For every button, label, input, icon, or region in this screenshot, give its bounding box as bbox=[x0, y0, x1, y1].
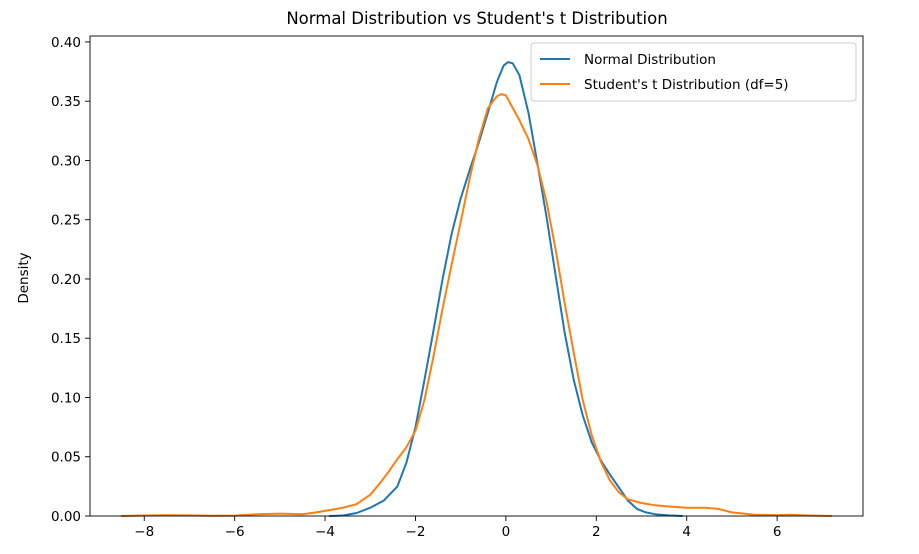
series-line-1 bbox=[120, 93, 833, 517]
legend-entry-label: Normal Distribution bbox=[584, 52, 716, 68]
x-tick-label: −6 bbox=[225, 524, 245, 540]
y-tick-label: 0.15 bbox=[51, 331, 81, 347]
x-tick-label: −8 bbox=[134, 524, 154, 540]
x-tick-label: 6 bbox=[773, 524, 782, 540]
chart-title: Normal Distribution vs Student's t Distr… bbox=[286, 9, 667, 28]
legend-entry-label: Student's t Distribution (df=5) bbox=[584, 77, 789, 93]
y-tick-label: 0.30 bbox=[51, 153, 81, 169]
y-tick-label: 0.05 bbox=[51, 450, 81, 466]
y-tick-label: 0.40 bbox=[51, 35, 81, 51]
x-axis-ticks: −8 −6 −4 −2 0 2 4 6 bbox=[134, 516, 781, 540]
y-tick-label: 0.10 bbox=[51, 390, 81, 406]
x-tick-label: 4 bbox=[682, 524, 691, 540]
y-tick-label: 0.25 bbox=[51, 213, 81, 229]
legend: Normal Distribution Student's t Distribut… bbox=[530, 42, 857, 102]
x-tick-label: 0 bbox=[502, 524, 511, 540]
y-tick-label: 0.20 bbox=[51, 272, 81, 288]
y-tick-label: 0.35 bbox=[51, 94, 81, 110]
x-tick-label: 2 bbox=[592, 524, 601, 540]
y-tick-label: 0.00 bbox=[51, 509, 81, 525]
legend-box bbox=[530, 42, 857, 102]
x-tick-label: −2 bbox=[406, 524, 426, 540]
y-axis-ticks: 0.00 0.05 0.10 0.15 0.20 0.25 0.30 0.35 0.40 bbox=[51, 35, 90, 525]
axes-frame bbox=[89, 35, 864, 517]
x-tick-label: −4 bbox=[315, 524, 335, 540]
y-axis-label: Density bbox=[16, 252, 32, 303]
series-line-0 bbox=[328, 61, 684, 517]
series-lines bbox=[120, 61, 833, 517]
